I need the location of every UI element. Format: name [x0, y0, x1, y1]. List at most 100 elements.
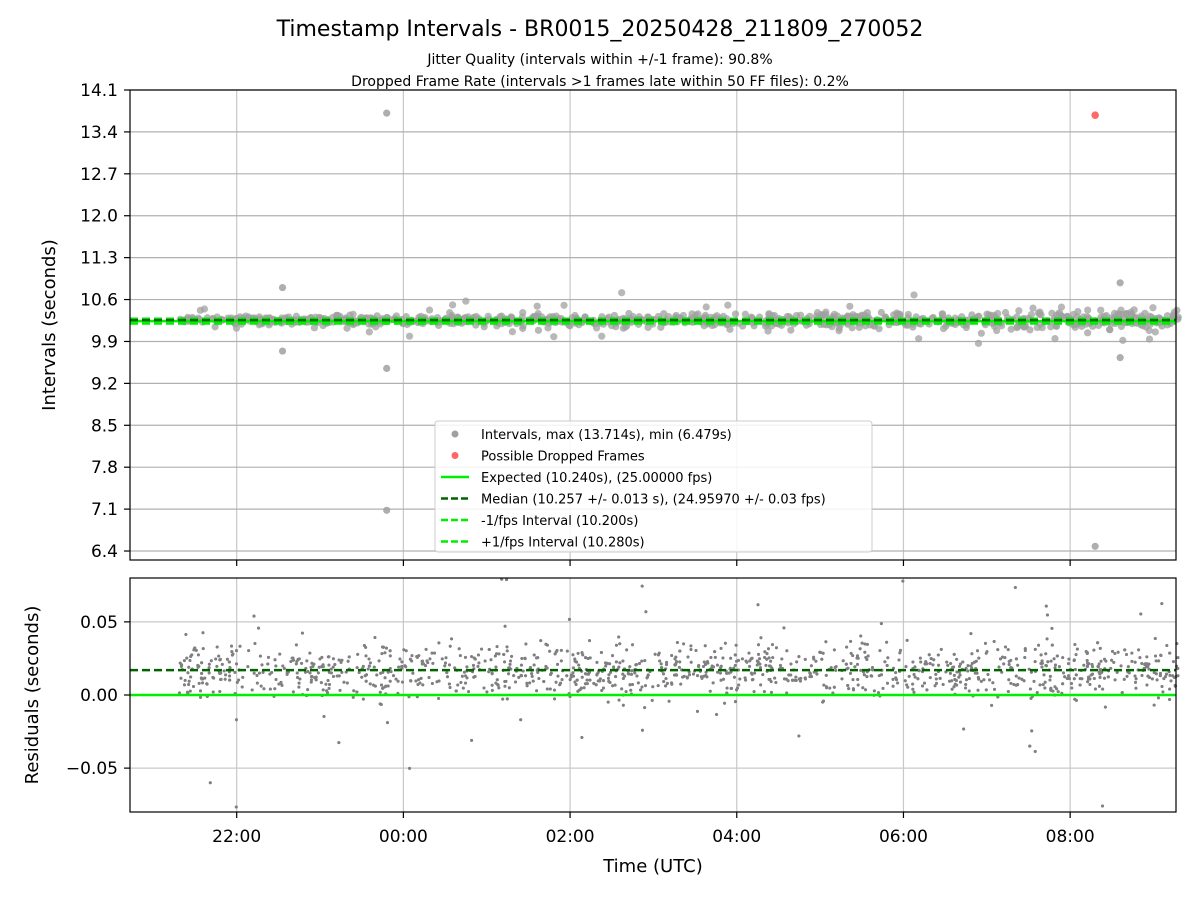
- residual-point: [1097, 684, 1101, 688]
- residual-point: [1165, 643, 1169, 647]
- residual-point: [1042, 673, 1046, 677]
- residual-point: [885, 681, 889, 685]
- residual-point: [532, 653, 536, 657]
- residual-point: [458, 654, 462, 658]
- residual-point: [614, 675, 618, 679]
- residual-point: [414, 679, 418, 683]
- residual-point: [786, 679, 790, 683]
- residual-point: [207, 671, 211, 675]
- residual-point: [958, 662, 962, 666]
- interval-point: [910, 291, 918, 299]
- interval-point: [787, 326, 795, 334]
- interval-point: [1084, 306, 1092, 314]
- residual-point: [577, 663, 581, 667]
- residual-point: [607, 676, 611, 680]
- residual-point: [1040, 665, 1044, 669]
- residual-point: [535, 689, 539, 693]
- bottom-panel-reference-lines: [130, 668, 1176, 697]
- chart-title: Timestamp Intervals - BR0015_20250428_21…: [276, 17, 924, 42]
- residual-point: [716, 670, 720, 674]
- residual-point: [694, 648, 698, 652]
- residual-point: [592, 681, 596, 685]
- residual-point: [824, 673, 828, 677]
- residual-point: [268, 687, 272, 691]
- residual-point: [628, 683, 632, 687]
- residual-point: [1037, 643, 1041, 647]
- residual-point: [1002, 662, 1006, 666]
- residual-point: [848, 671, 852, 675]
- residual-point: [617, 665, 621, 669]
- residual-point: [687, 673, 691, 677]
- residual-point: [674, 673, 678, 677]
- residual-point: [296, 657, 300, 661]
- residual-point: [955, 657, 959, 661]
- top-y-tick-label: 6.4: [91, 542, 118, 562]
- residual-point: [259, 684, 263, 688]
- residual-point: [723, 701, 727, 705]
- interval-point: [1029, 304, 1037, 312]
- residual-point: [711, 665, 715, 669]
- residual-point: [505, 645, 509, 649]
- residual-point: [379, 671, 383, 675]
- residual-point: [392, 674, 396, 678]
- residual-point: [607, 673, 611, 677]
- residual-point: [765, 652, 769, 656]
- residual-point: [1045, 637, 1049, 641]
- residual-point: [609, 670, 613, 674]
- residual-point: [476, 664, 480, 668]
- residual-point: [375, 673, 379, 677]
- residual-point: [331, 657, 335, 661]
- residual-point: [320, 665, 324, 669]
- residual-point: [755, 659, 759, 663]
- residual-point: [1073, 697, 1077, 701]
- residual-point: [379, 703, 383, 707]
- residual-point: [1150, 677, 1154, 681]
- residual-point: [1101, 687, 1105, 691]
- residual-point: [711, 681, 715, 685]
- residual-point: [268, 672, 272, 676]
- residual-point: [795, 660, 799, 664]
- interval-point: [618, 289, 626, 297]
- residual-point: [780, 657, 784, 661]
- residual-point: [1074, 673, 1078, 677]
- residual-point: [322, 714, 326, 718]
- interval-point: [660, 310, 668, 318]
- residual-point: [918, 656, 922, 660]
- residual-point: [1130, 651, 1134, 655]
- residual-point: [659, 662, 663, 666]
- residual-point: [291, 656, 295, 660]
- residual-point: [809, 664, 813, 668]
- residual-point: [782, 626, 786, 630]
- residual-point: [219, 671, 223, 675]
- residual-point: [719, 678, 723, 682]
- residual-point: [1126, 665, 1130, 669]
- residual-point: [1033, 749, 1037, 753]
- residual-point: [282, 667, 286, 671]
- residual-point: [614, 660, 618, 664]
- residual-point: [317, 665, 321, 669]
- residual-point: [907, 674, 911, 678]
- residual-point: [1162, 677, 1166, 681]
- residual-point: [958, 664, 962, 668]
- residual-point: [997, 665, 1001, 669]
- residual-point: [1069, 682, 1073, 686]
- residual-point: [345, 681, 349, 685]
- residual-point: [1163, 675, 1167, 679]
- interval-point: [598, 332, 606, 340]
- residual-point: [595, 672, 599, 676]
- residual-point: [656, 684, 660, 688]
- residual-point: [501, 697, 505, 701]
- residual-point: [306, 688, 310, 692]
- residual-point: [1028, 687, 1032, 691]
- residual-point: [1099, 659, 1103, 663]
- residual-point: [865, 642, 869, 646]
- residual-point: [697, 664, 701, 668]
- interval-point: [1122, 310, 1131, 319]
- residual-point: [856, 678, 860, 682]
- residual-point: [309, 680, 313, 684]
- residual-point: [735, 688, 739, 692]
- residual-point: [928, 661, 932, 665]
- residual-point: [573, 680, 577, 684]
- interval-point: [1026, 326, 1034, 334]
- residual-point: [878, 649, 882, 653]
